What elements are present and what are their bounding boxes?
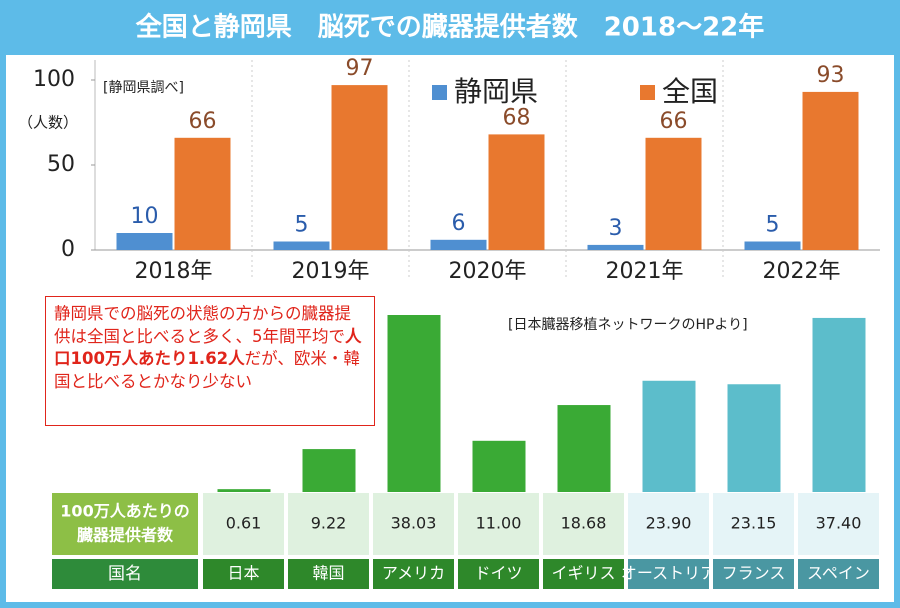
- category-cell: [628, 559, 709, 589]
- category-cell: [373, 559, 454, 589]
- value-cell: [458, 493, 539, 555]
- value-cell: [288, 493, 369, 555]
- annotation: 静岡県での脳死の状態の方からの臓器提供は全国と比べると多く、5年間平均で人口10…: [45, 296, 375, 426]
- value-label: 38.03: [391, 514, 437, 533]
- bar: [217, 489, 271, 492]
- bar: [557, 405, 611, 492]
- bar: [812, 317, 866, 492]
- bar: [645, 137, 702, 250]
- bar: [744, 241, 801, 250]
- value-label: 97: [346, 56, 374, 81]
- value-label: 5: [766, 213, 780, 238]
- value-label: 0.61: [226, 514, 262, 533]
- bar: [331, 85, 388, 250]
- value-cell: [543, 493, 624, 555]
- row-header-label: 100万人あたりの: [60, 502, 189, 521]
- x-tick-label: 2021年: [606, 259, 684, 284]
- annotation-text: だが、欧米・韓国と比べるとかなり少ない: [54, 349, 360, 391]
- bar: [642, 380, 696, 492]
- bar: [174, 137, 231, 250]
- y-tick-label: 50: [47, 152, 75, 177]
- value-label: 23.15: [731, 514, 777, 533]
- value-cell: [373, 493, 454, 555]
- value-label: 68: [503, 105, 531, 130]
- category-header: [52, 559, 198, 589]
- y-tick-label: 0: [61, 237, 75, 262]
- x-tick-label: フランス: [722, 564, 786, 583]
- source: [日本臓器移植ネットワークのHPより]: [508, 317, 748, 333]
- legend-label: 静岡県: [454, 75, 538, 108]
- x-tick-label: ドイツ: [474, 564, 522, 583]
- bar: [727, 384, 781, 492]
- bar: [273, 241, 330, 250]
- category-cell: [798, 559, 879, 589]
- x-tick-label: オーストリア: [621, 564, 716, 583]
- row-header: [52, 493, 198, 555]
- y-tick-label: 100: [33, 67, 75, 92]
- x-tick-label: 韓国: [312, 564, 344, 583]
- category-cell: [458, 559, 539, 589]
- bar: [802, 91, 859, 251]
- note: [静岡県調べ]: [103, 80, 184, 96]
- value-label: 93: [817, 63, 845, 88]
- bar: [587, 244, 644, 250]
- x-tick-label: 2018年: [135, 259, 213, 284]
- x-tick-label: スペイン: [807, 564, 870, 583]
- page-title: 全国と静岡県 脳死での臓器提供者数 2018～22年: [135, 12, 765, 43]
- legend-label: 全国: [662, 75, 718, 108]
- value-label: 18.68: [561, 514, 607, 533]
- category-cell: [713, 559, 794, 589]
- x-tick-label: アメリカ: [382, 564, 445, 583]
- value-cell: [203, 493, 284, 555]
- value-label: 9.22: [311, 514, 347, 533]
- bar: [430, 239, 487, 250]
- value-cell: [713, 493, 794, 555]
- category-header-label: 国名: [108, 564, 142, 584]
- value-label: 37.40: [816, 514, 862, 533]
- x-tick-label: 2019年: [292, 259, 370, 284]
- value-label: 23.90: [646, 514, 692, 533]
- category-cell: [203, 559, 284, 589]
- value-cell: [798, 493, 879, 555]
- x-tick-label: イギリス: [551, 564, 615, 583]
- x-tick-label: 2020年: [449, 259, 527, 284]
- legend-swatch: [640, 85, 655, 100]
- value-label: 11.00: [476, 514, 522, 533]
- category-cell: [288, 559, 369, 589]
- value-label: 6: [452, 211, 466, 236]
- x-tick-label: 2022年: [763, 259, 841, 284]
- value-label: 3: [609, 216, 623, 241]
- value-cell: [628, 493, 709, 555]
- bar: [302, 449, 356, 492]
- value-label: 10: [131, 204, 159, 229]
- bar: [472, 440, 526, 492]
- bar: [116, 233, 173, 250]
- annotation-text: 静岡県での脳死の状態の方からの臓器提供は全国と比べると多く、5年間平均で: [54, 304, 351, 346]
- value-label: 5: [295, 213, 309, 238]
- legend-swatch: [432, 85, 447, 100]
- x-tick-label: 日本: [227, 564, 259, 583]
- y-axis-label: （人数）: [18, 114, 78, 132]
- bar: [488, 134, 545, 250]
- value-label: 66: [660, 109, 688, 134]
- annotation-bold: 人口100万人あたり1.62人: [54, 326, 362, 369]
- category-cell: [543, 559, 624, 589]
- row-header-label: 臓器提供者数: [77, 526, 174, 545]
- bar: [387, 315, 441, 492]
- value-label: 66: [189, 109, 217, 134]
